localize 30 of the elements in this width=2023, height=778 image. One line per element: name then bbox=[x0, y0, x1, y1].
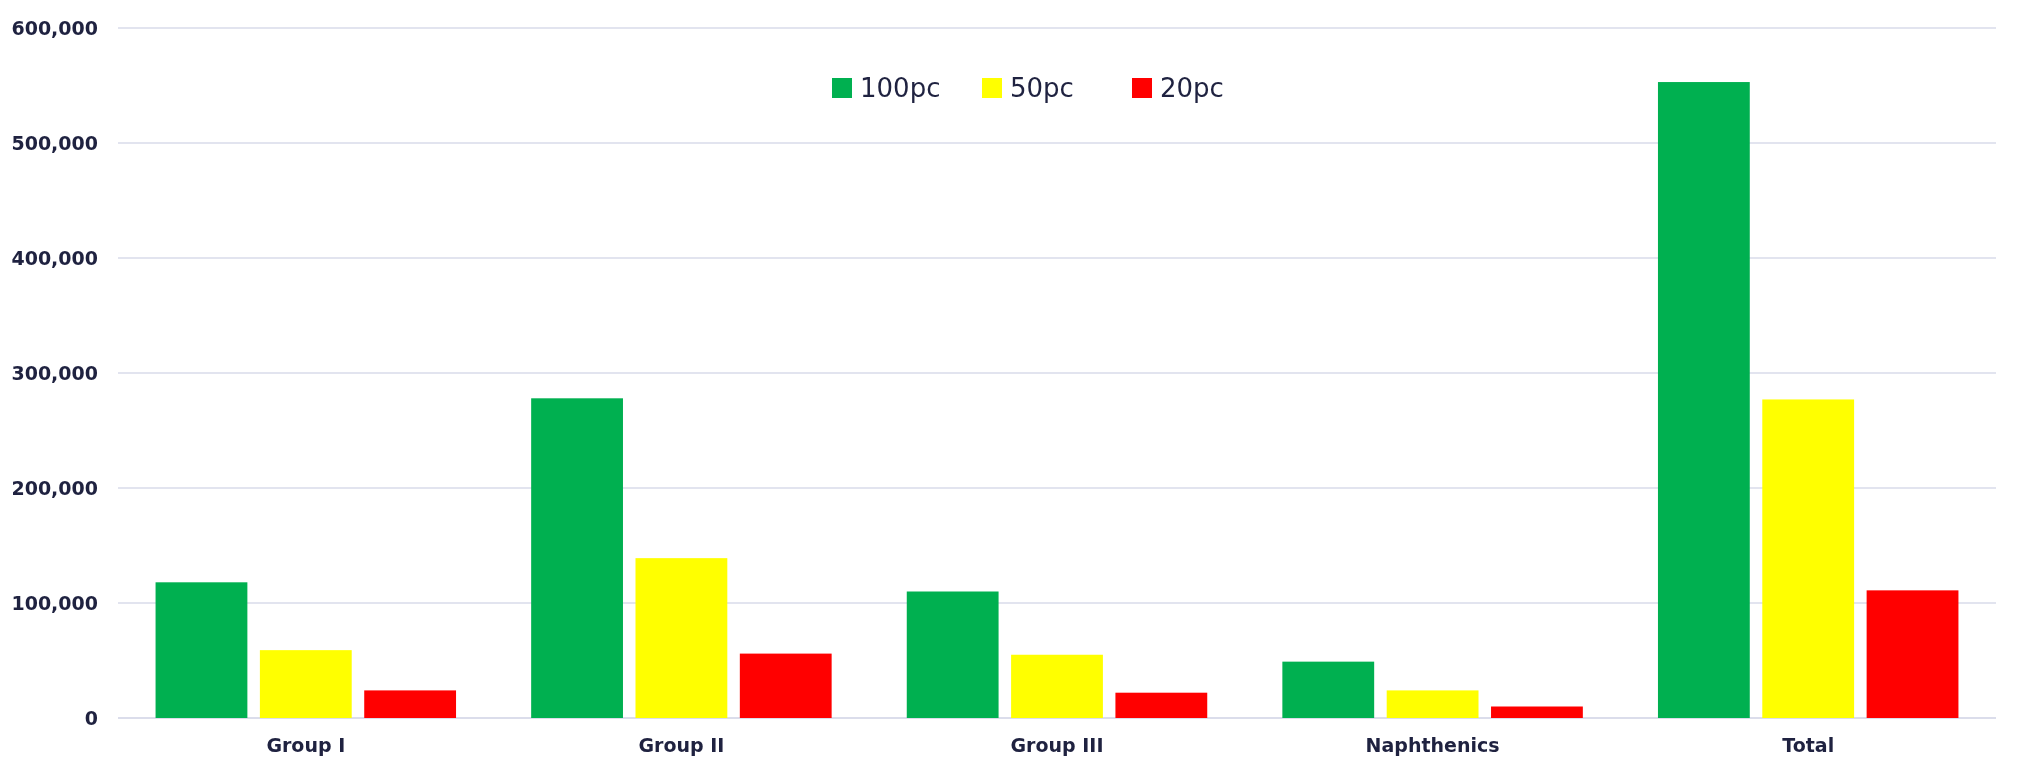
bar bbox=[1282, 661, 1375, 718]
legend-label: 20pc bbox=[1160, 73, 1224, 104]
x-tick-label: Naphthenics bbox=[1365, 734, 1500, 756]
bar bbox=[906, 591, 999, 718]
bar bbox=[364, 690, 457, 718]
bar bbox=[1762, 399, 1855, 718]
y-tick-label: 500,000 bbox=[11, 131, 98, 154]
bar bbox=[1115, 692, 1208, 718]
bar bbox=[531, 398, 623, 718]
y-tick-label: 100,000 bbox=[11, 591, 98, 614]
x-tick-label: Group I bbox=[266, 734, 346, 756]
y-tick-label: 0 bbox=[84, 706, 98, 729]
y-tick-label: 300,000 bbox=[11, 361, 98, 384]
bar bbox=[259, 650, 352, 718]
bar bbox=[635, 558, 728, 718]
y-tick-label: 400,000 bbox=[11, 246, 98, 269]
bar bbox=[1866, 590, 1959, 718]
x-tick-label: Group II bbox=[638, 734, 725, 756]
bar bbox=[1657, 82, 1750, 718]
bar bbox=[1011, 654, 1103, 718]
legend-label: 50pc bbox=[1010, 73, 1074, 104]
y-tick-label: 200,000 bbox=[11, 476, 98, 499]
x-tick-label: Total bbox=[1782, 734, 1835, 756]
y-tick-label: 600,000 bbox=[11, 16, 98, 39]
x-tick-label: Group III bbox=[1010, 734, 1104, 756]
bar bbox=[1491, 706, 1583, 718]
legend-label: 100pc bbox=[860, 73, 941, 104]
bar bbox=[739, 653, 832, 718]
bar bbox=[155, 582, 248, 718]
bar bbox=[1386, 690, 1479, 718]
